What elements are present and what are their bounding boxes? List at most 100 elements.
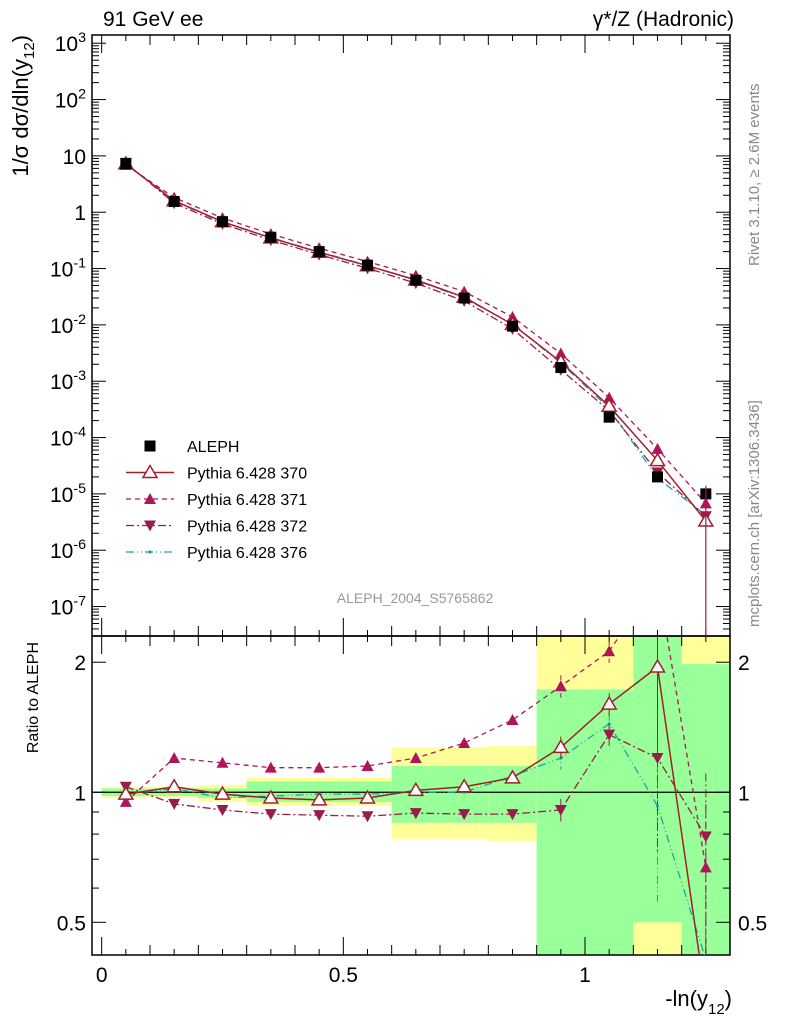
series-point-p371 bbox=[651, 442, 664, 454]
series-line-p372 bbox=[125, 162, 707, 517]
data-point-aleph bbox=[217, 216, 228, 228]
data-point-aleph bbox=[168, 196, 180, 208]
ratio-point-p370 bbox=[600, 695, 618, 710]
data-point-aleph bbox=[555, 362, 567, 374]
data-point-aleph bbox=[120, 158, 132, 170]
main-y-tick-label: 10-4 bbox=[50, 425, 86, 451]
ratio-point-p371 bbox=[603, 645, 616, 657]
main-y-tick-label: 10 bbox=[63, 146, 86, 169]
main-y-tick-label: 10-1 bbox=[50, 256, 86, 282]
ratio-point-p370 bbox=[214, 785, 231, 800]
series-point-p370 bbox=[600, 397, 618, 412]
ratio-point-p371 bbox=[409, 752, 422, 764]
ratio-point-p372 bbox=[458, 809, 471, 821]
data-point-aleph bbox=[362, 259, 373, 271]
ratio-point-p376 bbox=[655, 804, 660, 808]
mcplots-credit-label: mcplots.cern.ch [arXiv:1306.3436] bbox=[746, 400, 763, 627]
data-point-aleph bbox=[410, 274, 422, 286]
ratio-x-tick-label: 0.5 bbox=[329, 964, 358, 987]
ratio-point-p371 bbox=[264, 761, 277, 773]
ratio-point-p370 bbox=[649, 658, 666, 673]
legend-label-p370: Pythia 6.428 370 bbox=[187, 466, 307, 483]
ratio-series bbox=[117, 574, 712, 961]
ratio-point-p372 bbox=[409, 808, 422, 820]
ratio-point-p371 bbox=[458, 737, 471, 749]
main-y-tick-label: 10-3 bbox=[50, 368, 86, 394]
ratio-point-p371 bbox=[313, 761, 326, 773]
ratio-y-tick-label-right: 2 bbox=[738, 652, 750, 675]
ratio-point-p370 bbox=[504, 769, 521, 784]
legend-label-p372: Pythia 6.428 372 bbox=[187, 519, 307, 536]
analysis-watermark: ALEPH_2004_S5765862 bbox=[337, 590, 494, 606]
ratio-point-p371 bbox=[506, 713, 519, 725]
ratio-y-tick-label-right: 1 bbox=[738, 782, 750, 805]
legend-marker-p372 bbox=[144, 520, 156, 532]
header-process-label: γ*/Z (Hadronic) bbox=[592, 8, 734, 31]
ratio-point-p371 bbox=[554, 680, 567, 692]
ratio-point-p372 bbox=[554, 804, 567, 816]
ratio-point-p370 bbox=[552, 738, 570, 754]
ratio-bands bbox=[101, 636, 730, 955]
main-y-tick-label: 10-7 bbox=[50, 594, 86, 620]
ratio-x-tick-label: 0 bbox=[96, 964, 108, 987]
data-point-aleph bbox=[458, 292, 470, 304]
main-y-tick-label: 1 bbox=[74, 202, 86, 225]
ratio-point-p371 bbox=[168, 752, 181, 764]
ratio-frame bbox=[91, 635, 731, 956]
x-axis-title: -ln(y12) bbox=[665, 986, 732, 1018]
ratio-point-p371 bbox=[361, 760, 374, 772]
rivet-version-label: Rivet 3.1.10, ≥ 2.6M events bbox=[746, 83, 763, 267]
ratio-x-tick-label: 1 bbox=[579, 964, 591, 987]
series-point-p371 bbox=[603, 391, 616, 403]
main-y-tick-label: 103 bbox=[55, 30, 86, 56]
main-y-tick-label: 10-5 bbox=[50, 481, 86, 507]
ratio-point-p372 bbox=[216, 804, 229, 816]
series-point-p370 bbox=[649, 452, 666, 467]
ratio-point-p370 bbox=[407, 781, 425, 797]
data-point-aleph bbox=[603, 411, 615, 423]
legend-marker-p370 bbox=[141, 464, 159, 479]
legend: ALEPH Pythia 6.428 370 Pythia 6.428 371 Pyt… bbox=[126, 439, 307, 562]
ratio-point-p371 bbox=[216, 756, 229, 768]
main-y-axis-title: 1/σ dσ/dln(y12) bbox=[8, 35, 38, 177]
legend-label-p376: Pythia 6.428 376 bbox=[187, 545, 307, 562]
legend-marker-p371 bbox=[144, 493, 156, 504]
header-energy-label: 91 GeV ee bbox=[103, 8, 204, 31]
ratio-y-tick-label-left: 1 bbox=[74, 782, 86, 805]
legend-label-p371: Pythia 6.428 371 bbox=[187, 492, 307, 509]
ratio-point-p376 bbox=[704, 958, 707, 961]
legend-label-data: ALEPH bbox=[187, 439, 239, 456]
legend-marker-p376 bbox=[148, 550, 152, 554]
data-point-aleph bbox=[507, 320, 518, 332]
ratio-y-axis-title: Ratio to ALEPH bbox=[25, 642, 42, 753]
ratio-point-p370 bbox=[262, 789, 280, 804]
legend-marker-aleph bbox=[144, 440, 156, 452]
ratio-y-tick-label-left: 2 bbox=[74, 652, 86, 675]
ratio-y-tick-label-left: 0.5 bbox=[57, 912, 86, 935]
ratio-point-p372 bbox=[699, 831, 712, 843]
main-y-tick-label: 10-2 bbox=[50, 312, 86, 338]
series-line-p376 bbox=[125, 163, 707, 516]
ratio-point-p372 bbox=[313, 810, 326, 822]
ratio-point-p370 bbox=[165, 778, 183, 793]
ratio-point-p372 bbox=[603, 729, 616, 741]
ratio-point-p372 bbox=[506, 809, 519, 821]
main-y-tick-label: 102 bbox=[55, 87, 86, 113]
ratio-point-p372 bbox=[168, 798, 181, 810]
data-point-aleph bbox=[265, 231, 277, 243]
main-y-tick-label: 10-6 bbox=[50, 537, 86, 563]
ratio-point-p370 bbox=[359, 789, 376, 804]
ratio-point-p371 bbox=[652, 574, 664, 585]
ratio-point-p370 bbox=[117, 785, 135, 800]
ratio-point-p370 bbox=[455, 778, 473, 793]
ratio-point-p370 bbox=[310, 791, 328, 806]
ratio-point-p372 bbox=[264, 809, 277, 821]
data-point-aleph bbox=[313, 246, 325, 258]
ratio-point-p371 bbox=[699, 861, 712, 873]
ratio-y-tick-label-right: 0.5 bbox=[738, 912, 767, 935]
main-series bbox=[117, 155, 715, 636]
data-point-aleph bbox=[652, 471, 663, 483]
ratio-point-p371 bbox=[119, 795, 132, 807]
ratio-point-p372 bbox=[361, 811, 374, 823]
